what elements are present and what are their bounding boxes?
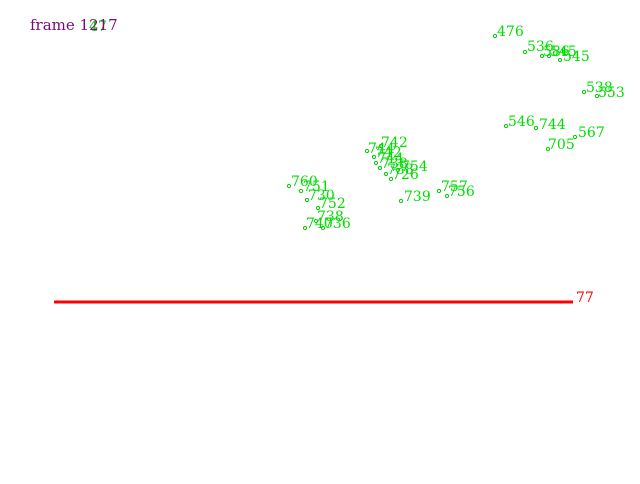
point-label: 756	[448, 184, 475, 200]
point-label: 744	[377, 151, 404, 167]
point-label: 744	[368, 141, 395, 157]
tracking-point: 760	[286, 174, 318, 190]
tracking-point-extra: 738	[377, 156, 408, 172]
tracking-point: 744	[533, 117, 566, 133]
tracking-point: 739	[398, 189, 431, 205]
point-marker	[373, 160, 379, 166]
tracking-point: 752	[315, 196, 346, 212]
point-marker	[581, 89, 587, 95]
point-marker	[304, 197, 310, 203]
point-label: 536	[527, 39, 554, 55]
point-label: 586	[543, 44, 570, 60]
point-marker	[436, 188, 442, 194]
point-marker	[313, 218, 319, 224]
point-label: 742	[381, 135, 408, 151]
point-marker	[503, 123, 509, 129]
point-marker	[444, 193, 450, 199]
tracking-point-extra: 586	[539, 44, 570, 60]
frame-counter-label: frame 1217	[30, 16, 118, 34]
point-label: 736	[324, 216, 351, 232]
point-label: 752	[319, 196, 346, 212]
point-label: 738	[317, 209, 344, 225]
point-marker	[378, 143, 384, 149]
point-label: 545	[563, 49, 590, 65]
tracking-point: 742	[378, 135, 408, 151]
point-marker	[572, 134, 578, 140]
tracking-point-extra: 545	[546, 44, 577, 60]
point-label: 738	[381, 156, 408, 172]
point-marker	[492, 33, 498, 39]
point-label: 553	[598, 85, 625, 101]
point-label: 757	[441, 179, 468, 195]
tracking-point: 736	[320, 216, 351, 232]
point-marker	[383, 171, 389, 177]
point-marker	[320, 225, 326, 231]
tracking-point-extra: 726	[388, 167, 419, 183]
point-label: 760	[291, 174, 318, 190]
point-label: 545	[550, 44, 577, 60]
point-label: 726	[392, 167, 419, 183]
point-label: 754	[401, 159, 428, 175]
tracking-point: 757	[436, 179, 468, 195]
tracking-point: 476	[492, 24, 524, 40]
tracking-point-extra: 738	[383, 162, 414, 178]
point-marker	[286, 183, 292, 189]
point-label: 567	[578, 125, 605, 141]
tracking-point: 744	[364, 141, 395, 157]
tracking-point: 545	[557, 49, 590, 65]
point-label: 751	[303, 179, 330, 195]
point-marker	[302, 225, 308, 231]
point-marker	[315, 205, 321, 211]
point-label: 739	[404, 189, 431, 205]
point-label: 730	[308, 188, 335, 204]
tracking-point: 536	[522, 39, 554, 55]
point-marker	[298, 188, 304, 194]
point-marker	[539, 53, 545, 59]
tracking-point: 546	[503, 114, 535, 130]
point-label: 705	[548, 137, 575, 153]
tracking-point-extra: 744	[373, 151, 404, 167]
point-marker	[364, 148, 370, 154]
point-marker	[557, 57, 563, 63]
point-label: 476	[497, 24, 524, 40]
point-label: 740	[306, 216, 333, 232]
point-marker	[398, 198, 404, 204]
point-marker	[371, 154, 377, 160]
point-marker	[533, 125, 539, 131]
track-label: 77	[576, 290, 594, 306]
point-marker	[388, 176, 394, 182]
tracking-point: 553	[594, 85, 625, 101]
point-label: 742	[375, 145, 402, 161]
tracking-point: 538	[581, 80, 613, 96]
point-marker	[594, 93, 600, 99]
point-label: 744	[539, 117, 566, 133]
point-marker	[377, 165, 383, 171]
overlay-label: 47	[89, 19, 107, 35]
point-marker	[546, 53, 552, 59]
tracking-point: 730	[304, 188, 335, 204]
tracking-point: 751	[298, 179, 330, 195]
point-marker	[522, 49, 528, 55]
tracking-point: 705	[545, 137, 575, 153]
tracking-point: 567	[572, 125, 605, 141]
tracking-point: 756	[444, 184, 475, 200]
point-marker	[395, 167, 401, 173]
point-label: 738	[387, 162, 414, 178]
tracking-point-extra: 742	[371, 145, 402, 161]
tracking-point: 740	[302, 216, 333, 232]
point-label: 546	[508, 114, 535, 130]
point-label: 538	[586, 80, 613, 96]
tracking-point: 754	[395, 159, 428, 175]
point-marker	[545, 146, 551, 152]
tracking-point: 738	[313, 209, 344, 225]
